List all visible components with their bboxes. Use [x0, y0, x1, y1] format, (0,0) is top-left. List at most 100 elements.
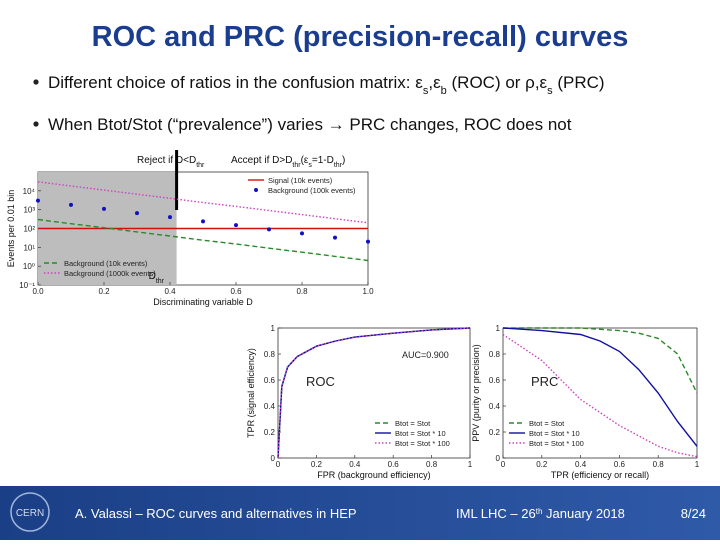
subscript: thr — [196, 162, 205, 169]
y-tick-label: 10⁰ — [23, 262, 35, 271]
bullet: When Btot/Stot (“prevalence”) varies → P… — [48, 115, 572, 134]
page-number: 8/24 — [681, 506, 706, 521]
logo: CERN — [16, 508, 44, 519]
data-point — [366, 239, 370, 244]
data-point — [69, 202, 73, 207]
text: PRC changes, ROC does not — [345, 115, 572, 134]
series-line — [37, 181, 369, 224]
x-tick-label: 0.8 — [296, 287, 308, 296]
series-line — [502, 333, 698, 458]
superscript: th — [536, 507, 543, 516]
text: Reject if D<D — [137, 155, 196, 166]
subscript: s — [547, 85, 553, 97]
y-tick-label: 10¹ — [23, 243, 35, 252]
x-tick-label: 0.6 — [614, 460, 626, 469]
legend-label: Btot = Stot — [529, 419, 565, 428]
subscript: s — [308, 162, 312, 169]
data-point — [234, 223, 238, 228]
y-axis-label: Events per 0.01 bin — [6, 190, 16, 268]
y-tick-label: 0.6 — [489, 376, 501, 385]
y-tick-label: 1 — [496, 324, 501, 333]
threshold-label: Dthr — [149, 271, 165, 285]
y-tick-label: 0.4 — [264, 402, 276, 411]
x-axis-label: FPR (background efficiency) — [317, 470, 430, 480]
x-tick-label: 0.4 — [164, 287, 176, 296]
x-tick-label: 0.2 — [311, 460, 323, 469]
x-tick-label: 0.6 — [230, 287, 242, 296]
y-tick-label: 0.4 — [489, 402, 501, 411]
x-tick-label: 1.0 — [362, 287, 374, 296]
subscript: thr — [292, 162, 301, 169]
subscript: thr — [334, 162, 343, 169]
y-tick-label: 0 — [271, 454, 276, 463]
series-line — [503, 327, 698, 394]
x-axis-label: Discriminating variable D — [153, 297, 253, 307]
subscript: thr — [156, 278, 165, 285]
text: Different choice of ratios in the confus… — [48, 73, 423, 92]
legend-label: Btot = Stot * 10 — [529, 429, 580, 438]
data-point — [300, 231, 304, 236]
subscript: s — [423, 85, 429, 97]
legend-label: Btot = Stot * 10 — [395, 429, 446, 438]
legend-label: Btot = Stot — [395, 419, 431, 428]
legend-label: Background (1000k events) — [64, 269, 156, 278]
footer-author: A. Valassi – ROC curves and alternatives… — [75, 506, 357, 521]
text: (ε — [301, 155, 309, 166]
plot-area — [502, 327, 698, 459]
y-tick-label: 0.6 — [264, 376, 276, 385]
data-point — [36, 198, 40, 203]
y-axis-label: PPV (purity or precision) — [471, 344, 481, 442]
y-tick-label: 10⁴ — [23, 187, 36, 196]
x-tick-label: 1 — [695, 460, 700, 469]
y-tick-label: 10³ — [23, 206, 35, 215]
x-tick-label: 0 — [276, 460, 281, 469]
x-tick-label: 0.0 — [32, 287, 44, 296]
data-point — [267, 227, 271, 232]
data-point — [333, 235, 337, 240]
data-point — [168, 215, 172, 220]
x-tick-label: 0.2 — [536, 460, 548, 469]
bullet-dot — [33, 121, 39, 127]
text: (PRC) — [553, 73, 605, 92]
arrow: → — [328, 115, 345, 134]
y-tick-label: 0.2 — [264, 428, 276, 437]
bullet-dot — [33, 79, 39, 85]
y-axis-label: TPR (signal efficiency) — [246, 348, 256, 438]
y-tick-label: 0.8 — [489, 350, 501, 359]
legend-label: Btot = Stot * 100 — [529, 439, 584, 448]
x-tick-label: 0.6 — [388, 460, 400, 469]
annotation: ROC — [306, 374, 335, 389]
text: January 2018 — [542, 506, 624, 521]
footer-bar — [0, 486, 720, 540]
text: (ROC) or ρ,ε — [447, 73, 548, 92]
data-point — [102, 206, 106, 211]
legend-label: Background (100k events) — [268, 186, 356, 195]
legend-swatch — [254, 188, 258, 192]
x-tick-label: 0 — [501, 460, 506, 469]
x-axis-label: TPR (efficiency or recall) — [551, 470, 649, 480]
x-tick-label: 0.2 — [98, 287, 110, 296]
text: Accept if D>D — [231, 155, 292, 166]
x-tick-label: 0.8 — [653, 460, 665, 469]
y-tick-label: 10² — [23, 225, 35, 234]
accept-label: Accept if D>Dthr(εs=1-Dthr) — [231, 155, 345, 169]
legend-label: Btot = Stot * 100 — [395, 439, 450, 448]
y-tick-label: 0.8 — [264, 350, 276, 359]
logo-ring — [10, 492, 50, 532]
x-tick-label: 0.8 — [426, 460, 438, 469]
discriminant-figure: Dthr 0.0 0.2 0.4 0.6 0.8 1.0 10⁻¹ 10⁰ 10¹ 10² 10³ 10… — [6, 150, 374, 307]
x-tick-label: 0.4 — [349, 460, 361, 469]
series-line — [502, 327, 698, 447]
y-tick-label: 1 — [271, 324, 276, 333]
reject-label: Reject if D<Dthr — [137, 155, 205, 169]
y-tick-label: 0.2 — [489, 428, 501, 437]
y-tick-label: 0 — [496, 454, 501, 463]
annotation: PRC — [531, 374, 558, 389]
subscript: b — [441, 85, 447, 97]
text: ,ε — [428, 73, 441, 92]
annotation: AUC=0.900 — [402, 350, 449, 360]
x-tick-label: 0.4 — [575, 460, 587, 469]
slide-title: ROC and PRC (precision-recall) curves — [92, 21, 629, 53]
data-point — [135, 211, 139, 216]
